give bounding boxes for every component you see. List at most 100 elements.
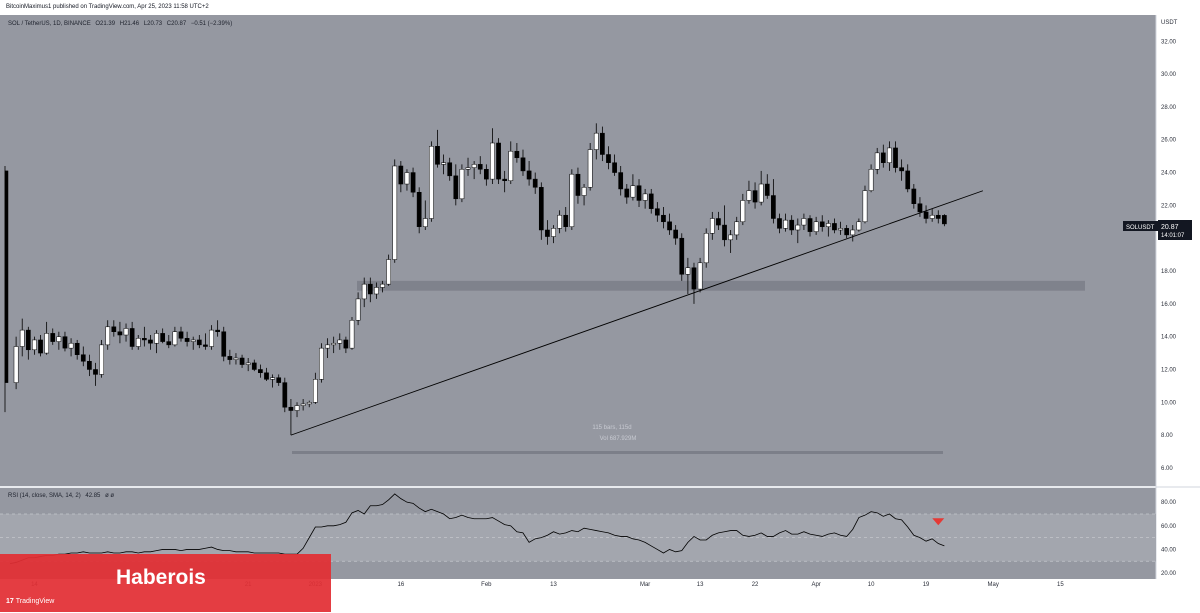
- candle: [807, 215, 813, 237]
- candle: [276, 374, 282, 386]
- time-tick-label: Apr: [811, 582, 820, 588]
- rsi-down-arrow-icon: [932, 518, 945, 526]
- candle: [935, 210, 941, 224]
- candle-body: [74, 342, 80, 355]
- candle-body: [87, 361, 92, 370]
- candle: [661, 207, 666, 229]
- candle-body: [123, 328, 129, 336]
- candle-body: [819, 221, 825, 227]
- candle: [435, 129, 440, 168]
- candle-body: [508, 150, 514, 182]
- candle: [917, 197, 923, 217]
- candle-body: [294, 405, 300, 411]
- candle: [25, 326, 31, 360]
- candle-body: [557, 214, 562, 229]
- rsi-series[interactable]: [9, 493, 945, 565]
- legend-symbol: SOL / TetherUS, 1D, BINANCE: [8, 21, 91, 27]
- candle-body: [496, 142, 501, 180]
- candle: [404, 169, 410, 191]
- candle-body: [642, 193, 648, 201]
- candle-body: [600, 132, 605, 155]
- trendline-layer[interactable]: [290, 190, 984, 436]
- legend-l-label: L: [144, 21, 148, 27]
- rsi-legend-value: 42.85: [85, 493, 101, 499]
- price-tick-label: 8.00: [1161, 433, 1173, 439]
- candle: [654, 202, 660, 222]
- candle: [386, 254, 391, 286]
- candle: [868, 164, 874, 193]
- candle: [190, 336, 196, 350]
- candle-body: [361, 283, 367, 300]
- candle-body: [679, 237, 685, 275]
- candle-body: [355, 298, 361, 321]
- candle: [740, 193, 746, 226]
- candle: [367, 277, 373, 303]
- brand-banner: Haberois 17 TradingView: [0, 554, 331, 612]
- candle-body: [477, 164, 483, 170]
- price-tick-label: 10.00: [1161, 400, 1177, 406]
- candle: [154, 330, 159, 354]
- candle-body: [807, 218, 813, 232]
- candle-body: [38, 339, 43, 354]
- candle-body: [795, 224, 801, 231]
- candlestick-series[interactable]: [4, 123, 947, 436]
- candle: [575, 167, 581, 204]
- candle-body: [758, 183, 764, 203]
- legend-text: SOL / TetherUS, 1D, BINANCE O21.39 H21.4…: [8, 21, 232, 27]
- candle: [398, 161, 404, 193]
- candle-body: [142, 338, 147, 341]
- candle-body: [520, 157, 526, 172]
- candle-body: [673, 229, 679, 239]
- candle: [13, 336, 19, 390]
- rsi-axis[interactable]: 80.00 60.00 40.00 20.00: [1161, 500, 1177, 577]
- candle: [50, 328, 56, 345]
- candle-body: [129, 328, 135, 347]
- candle: [349, 316, 355, 350]
- time-tick-label: 22: [752, 582, 759, 588]
- candle-body: [661, 214, 666, 223]
- time-tick-label: 15: [1057, 582, 1064, 588]
- candle-body: [93, 369, 98, 375]
- candle-body: [490, 142, 495, 180]
- candle: [893, 141, 898, 173]
- candle-body: [813, 221, 819, 232]
- candle-body: [538, 187, 544, 231]
- legend-change: −0.51 (−2.39%): [191, 21, 232, 27]
- candle: [593, 123, 599, 160]
- candle: [264, 367, 269, 381]
- rsi-scale-bg[interactable]: [1156, 488, 1200, 579]
- candle-body: [300, 403, 306, 406]
- candle: [734, 216, 740, 240]
- candle: [777, 213, 782, 234]
- last-price-tag[interactable]: SOLUSDT 20.87 14:01:07: [1123, 220, 1192, 240]
- candle-body: [319, 347, 324, 380]
- rsi-tick-label: 60.00: [1161, 524, 1177, 530]
- candle-body: [117, 331, 123, 336]
- published-header: BitcoinMaximus1 published on TradingView…: [0, 0, 1200, 15]
- candle: [545, 220, 550, 245]
- candle: [166, 335, 172, 349]
- candle-body: [832, 223, 837, 231]
- candle-body: [593, 132, 599, 150]
- candle: [691, 262, 697, 304]
- candle-body: [13, 346, 19, 383]
- candle-body: [862, 190, 868, 223]
- candle-body: [648, 193, 654, 209]
- price-scale-bg[interactable]: [1156, 15, 1200, 486]
- measure-bar: [292, 451, 943, 454]
- candle: [813, 216, 819, 235]
- candle: [62, 331, 68, 352]
- candle: [288, 399, 294, 436]
- candle: [209, 325, 214, 350]
- candle: [239, 354, 245, 368]
- candle-body: [221, 331, 227, 357]
- rsi-tick-label: 80.00: [1161, 500, 1177, 506]
- candle: [532, 172, 538, 194]
- candle-body: [532, 178, 538, 188]
- candle-body: [367, 283, 373, 295]
- candle-body: [771, 195, 776, 219]
- price-tick-label: 6.00: [1161, 466, 1173, 472]
- candle-body: [483, 169, 489, 180]
- candle-body: [56, 336, 62, 342]
